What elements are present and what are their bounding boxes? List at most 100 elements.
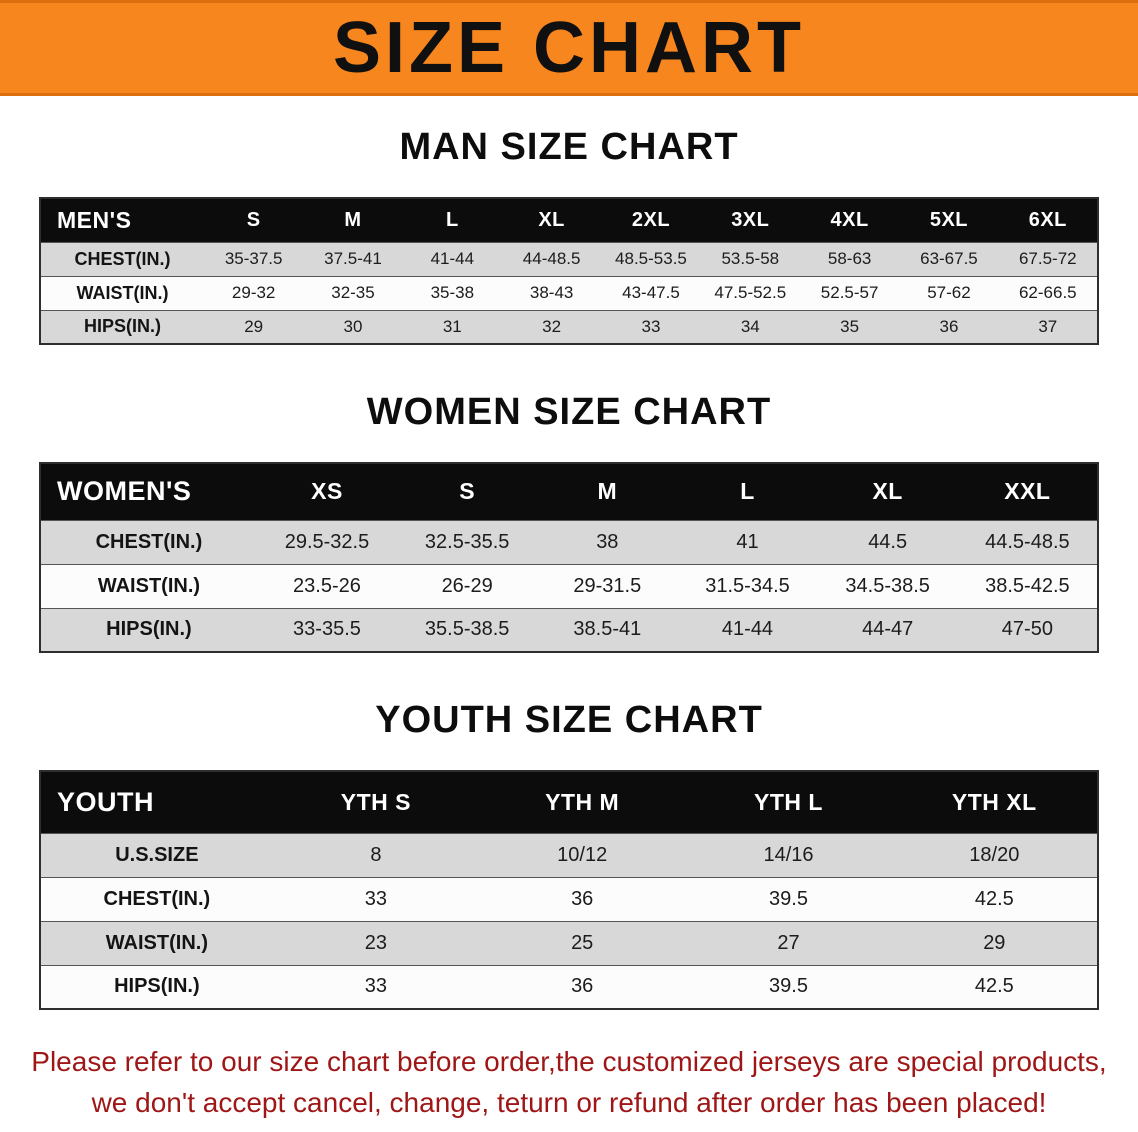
size-column-header: 5XL	[929, 208, 969, 231]
measurement-label: WAIST(IN.)	[105, 931, 208, 954]
size-column-header: M	[344, 208, 362, 231]
measurement-row: WAIST(IN.) 23.5-26 26-29 29-31.5 31.5-34.5 34…	[40, 564, 1098, 608]
women-section-heading: WOMEN SIZE CHART	[366, 391, 772, 433]
measurement-value: 67.5-72	[1018, 249, 1077, 268]
measurement-value: 27	[777, 931, 800, 954]
measurement-value: 32-35	[331, 283, 375, 302]
size-column-header: YTH M	[545, 788, 620, 815]
size-column-header: 3XL	[731, 208, 770, 231]
measurement-value: 36	[571, 887, 594, 910]
measurement-row: CHEST(IN.) 33 36 39.5 42.5	[40, 877, 1098, 921]
size-column-header: M	[597, 478, 618, 505]
measurement-label: CHEST(IN.)	[103, 887, 211, 910]
measurement-value: 29.5-32.5	[284, 530, 370, 553]
size-header-row: WOMEN'S XS S M L XL XXL	[40, 463, 1098, 520]
measurement-value: 42.5	[974, 887, 1014, 910]
youth-section: YOUTH SIZE CHART YOUTH YTH S YTH M YTH L YTH…	[0, 699, 1138, 1010]
measurement-value: 38.5-41	[573, 618, 642, 641]
measurement-value: 8	[370, 843, 382, 866]
measurement-value: 34.5-38.5	[845, 574, 930, 597]
measurement-value: 52.5-57	[820, 283, 879, 302]
size-column-header: L	[740, 478, 755, 505]
measurement-value: 37.5-41	[324, 249, 382, 268]
measurement-value: 34	[740, 316, 760, 336]
measurement-value: 42.5	[974, 975, 1014, 998]
measurement-value: 58-63	[827, 249, 872, 268]
measurement-value: 25	[571, 931, 594, 954]
measurement-value: 30	[343, 316, 363, 336]
banner-title: SIZE CHART	[333, 8, 805, 88]
size-column-header: 2XL	[631, 208, 671, 231]
measurement-value: 41-44	[430, 249, 475, 268]
measurement-value: 10/12	[557, 843, 608, 866]
measurement-value: 33-35.5	[293, 618, 361, 641]
measurement-row: HIPS(IN.) 29 30 31 32 33 34 35 36 37	[40, 310, 1098, 344]
banner: SIZE CHART	[0, 0, 1138, 96]
measurement-value: 38	[596, 530, 619, 553]
measurement-value: 47-50	[1001, 618, 1053, 641]
measurement-value: 35	[840, 316, 860, 336]
measurement-value: 47.5-52.5	[714, 283, 787, 302]
notice-line-1: Please refer to our size chart before or…	[31, 1046, 1107, 1077]
measurement-value: 23.5-26	[293, 574, 361, 597]
size-column-header: YTH XL	[951, 788, 1037, 815]
measurement-value: 14/16	[763, 843, 814, 866]
measurement-label: HIPS(IN.)	[83, 316, 161, 337]
women-section: WOMEN SIZE CHART WOMEN'S XS S M L XL XXL CHEST(…	[0, 391, 1138, 653]
measurement-row: U.S.SIZE 8 10/12 14/16 18/20	[40, 833, 1098, 877]
measurement-value: 37	[1038, 316, 1058, 336]
size-column-header: YTH S	[340, 788, 412, 815]
measurement-value: 33	[641, 316, 661, 336]
measurement-value: 53.5-58	[721, 249, 780, 268]
size-header-row: YOUTH YTH S YTH M YTH L YTH XL	[40, 771, 1098, 833]
table-group-label: WOMEN'S	[57, 476, 192, 507]
measurement-label: CHEST(IN.)	[74, 248, 171, 269]
measurement-value: 36	[939, 316, 959, 336]
measurement-value: 31.5-34.5	[705, 574, 790, 597]
measurement-value: 62-66.5	[1018, 283, 1077, 302]
measurement-value: 23	[364, 931, 388, 954]
men-size-table: MEN'S S M L XL 2XL 3XL 4XL 5XL 6XL CHEST(IN.) 35-37…	[39, 197, 1099, 345]
size-column-header: XL	[872, 478, 903, 505]
men-section: MAN SIZE CHART MEN'S S M L XL 2XL 3XL 4XL 5XL 6XL…	[0, 126, 1138, 345]
measurement-value: 18/20	[969, 843, 1020, 866]
youth-section-heading: YOUTH SIZE CHART	[375, 699, 763, 741]
measurement-value: 35-38	[430, 283, 475, 302]
women-size-table: WOMEN'S XS S M L XL XXL CHEST(IN.) 29.5-32.5 32.5…	[39, 462, 1099, 653]
measurement-row: WAIST(IN.) 23 25 27 29	[40, 921, 1098, 965]
measurement-value: 29-32	[231, 283, 276, 302]
measurement-value: 57-62	[927, 283, 971, 302]
measurement-label: HIPS(IN.)	[106, 618, 192, 641]
measurement-value: 33	[364, 887, 388, 910]
measurement-row: HIPS(IN.) 33 36 39.5 42.5	[40, 965, 1098, 1009]
measurement-value: 39.5	[769, 887, 808, 910]
measurement-value: 38.5-42.5	[985, 574, 1070, 597]
measurement-label: WAIST(IN.)	[97, 574, 201, 597]
measurement-value: 29	[244, 316, 264, 336]
measurement-value: 39.5	[769, 975, 808, 998]
size-column-header: XXL	[1004, 478, 1051, 505]
notice-line-2: we don't accept cancel, change, teturn o…	[91, 1086, 1047, 1118]
measurement-row: WAIST(IN.) 29-32 32-35 35-38 38-43 43-47.5 47.…	[40, 276, 1098, 310]
size-header-row: MEN'S S M L XL 2XL 3XL 4XL 5XL 6XL	[40, 198, 1098, 242]
measurement-value: 26-29	[441, 574, 493, 597]
measurement-value: 33	[364, 975, 388, 998]
measurement-value: 43-47.5	[622, 283, 680, 302]
measurement-value: 44.5-48.5	[985, 530, 1070, 553]
measurement-label: U.S.SIZE	[115, 843, 199, 866]
measurement-value: 32	[542, 316, 562, 336]
measurement-value: 41	[736, 530, 759, 553]
size-column-header: XL	[538, 208, 565, 231]
size-column-header: 6XL	[1028, 208, 1067, 231]
measurement-value: 44.5	[868, 530, 908, 553]
size-column-header: L	[445, 208, 459, 231]
measurement-value: 63-67.5	[920, 249, 978, 268]
size-column-header: XS	[311, 478, 343, 505]
measurement-value: 44-48.5	[522, 249, 581, 268]
measurement-label: CHEST(IN.)	[95, 530, 203, 553]
measurement-value: 41-44	[721, 618, 774, 641]
size-column-header: S	[246, 208, 261, 231]
men-section-heading: MAN SIZE CHART	[399, 126, 739, 168]
footer-notice: Please refer to our size chart before or…	[14, 1042, 1124, 1123]
